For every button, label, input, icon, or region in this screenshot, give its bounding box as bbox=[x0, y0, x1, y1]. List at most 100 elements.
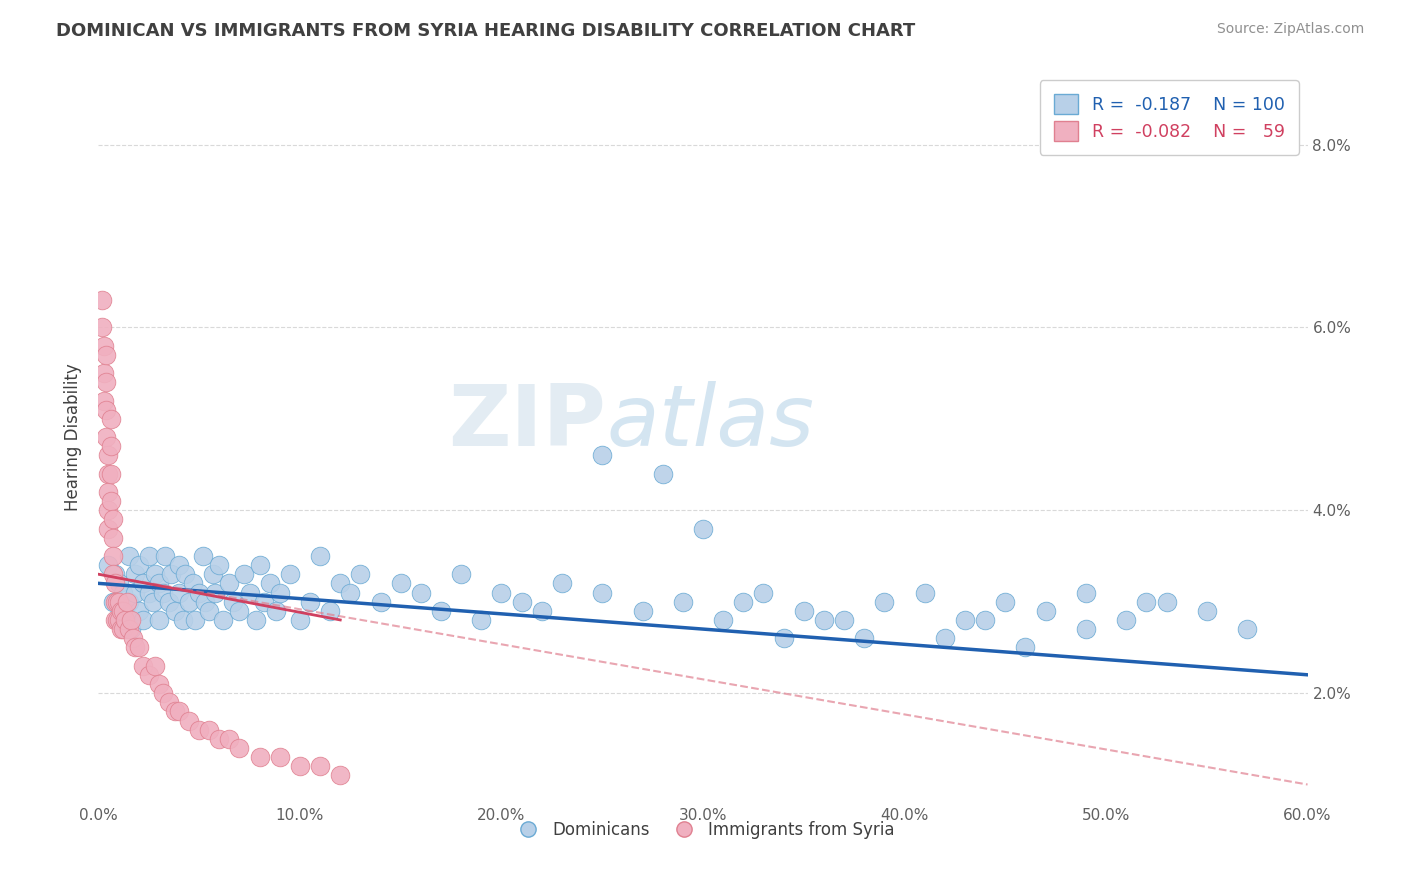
Point bbox=[152, 585, 174, 599]
Point bbox=[218, 731, 240, 746]
Point bbox=[269, 750, 291, 764]
Point bbox=[138, 667, 160, 682]
Point bbox=[132, 576, 155, 591]
Point bbox=[181, 576, 204, 591]
Point bbox=[97, 485, 120, 500]
Point bbox=[97, 467, 120, 481]
Point bbox=[101, 567, 124, 582]
Point bbox=[651, 467, 673, 481]
Point bbox=[1014, 640, 1036, 655]
Point bbox=[114, 604, 136, 618]
Point bbox=[128, 604, 150, 618]
Point bbox=[167, 558, 190, 573]
Point bbox=[470, 613, 492, 627]
Point bbox=[278, 567, 301, 582]
Point bbox=[148, 576, 170, 591]
Point bbox=[111, 622, 134, 636]
Point bbox=[93, 366, 115, 380]
Point bbox=[120, 613, 142, 627]
Point bbox=[1035, 604, 1057, 618]
Point bbox=[121, 632, 143, 646]
Point bbox=[232, 567, 254, 582]
Point bbox=[101, 512, 124, 526]
Point bbox=[551, 576, 574, 591]
Point bbox=[167, 585, 190, 599]
Point bbox=[152, 686, 174, 700]
Point bbox=[91, 320, 114, 334]
Point bbox=[309, 759, 332, 773]
Point bbox=[198, 604, 221, 618]
Point bbox=[148, 677, 170, 691]
Point bbox=[100, 412, 122, 426]
Point bbox=[103, 613, 125, 627]
Point bbox=[430, 604, 453, 618]
Point bbox=[249, 750, 271, 764]
Text: ZIP: ZIP bbox=[449, 381, 606, 464]
Point bbox=[194, 594, 217, 608]
Point bbox=[97, 558, 120, 573]
Text: DOMINICAN VS IMMIGRANTS FROM SYRIA HEARING DISABILITY CORRELATION CHART: DOMINICAN VS IMMIGRANTS FROM SYRIA HEARI… bbox=[56, 22, 915, 40]
Point bbox=[253, 594, 276, 608]
Point bbox=[97, 521, 120, 535]
Point bbox=[309, 549, 332, 563]
Point bbox=[198, 723, 221, 737]
Point bbox=[1115, 613, 1137, 627]
Point bbox=[329, 768, 352, 782]
Point bbox=[148, 613, 170, 627]
Point bbox=[259, 576, 281, 591]
Point bbox=[974, 613, 997, 627]
Point bbox=[96, 402, 118, 417]
Legend: Dominicans, Immigrants from Syria: Dominicans, Immigrants from Syria bbox=[505, 814, 901, 846]
Point bbox=[530, 604, 553, 618]
Point bbox=[111, 585, 134, 599]
Point bbox=[118, 622, 141, 636]
Point bbox=[100, 439, 122, 453]
Point bbox=[160, 567, 183, 582]
Point bbox=[204, 585, 226, 599]
Point bbox=[110, 604, 132, 618]
Point bbox=[491, 585, 513, 599]
Text: atlas: atlas bbox=[606, 381, 814, 464]
Point bbox=[202, 567, 225, 582]
Point bbox=[103, 594, 125, 608]
Point bbox=[157, 695, 180, 709]
Point bbox=[101, 531, 124, 545]
Point bbox=[319, 604, 342, 618]
Point bbox=[239, 585, 262, 599]
Point bbox=[120, 622, 142, 636]
Point bbox=[157, 594, 180, 608]
Point bbox=[269, 585, 291, 599]
Point bbox=[128, 558, 150, 573]
Point bbox=[510, 594, 533, 608]
Point bbox=[329, 576, 352, 591]
Point bbox=[118, 594, 141, 608]
Point bbox=[672, 594, 695, 608]
Point bbox=[172, 613, 194, 627]
Point bbox=[813, 613, 835, 627]
Point bbox=[914, 585, 936, 599]
Point bbox=[132, 658, 155, 673]
Point bbox=[591, 585, 613, 599]
Point bbox=[692, 521, 714, 535]
Point bbox=[339, 585, 361, 599]
Point bbox=[91, 293, 114, 307]
Point bbox=[143, 567, 166, 582]
Point bbox=[1156, 594, 1178, 608]
Point bbox=[105, 613, 128, 627]
Point bbox=[174, 567, 197, 582]
Point bbox=[96, 375, 118, 389]
Point bbox=[631, 604, 654, 618]
Point bbox=[93, 338, 115, 352]
Point bbox=[208, 558, 231, 573]
Point bbox=[288, 759, 311, 773]
Point bbox=[208, 731, 231, 746]
Point bbox=[299, 594, 322, 608]
Point bbox=[163, 604, 186, 618]
Point bbox=[107, 613, 129, 627]
Point bbox=[222, 594, 245, 608]
Point bbox=[349, 567, 371, 582]
Point bbox=[124, 567, 146, 582]
Point bbox=[111, 604, 134, 618]
Point bbox=[163, 705, 186, 719]
Point bbox=[124, 640, 146, 655]
